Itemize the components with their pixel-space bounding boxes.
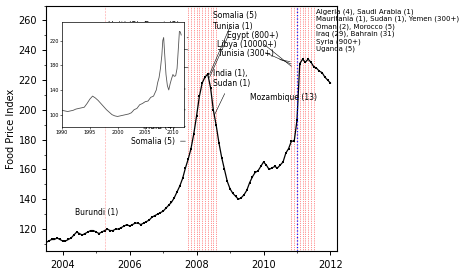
Y-axis label: Food Price Index: Food Price Index xyxy=(6,88,16,169)
Text: Iraq (29), Bahrain (31): Iraq (29), Bahrain (31) xyxy=(315,31,394,37)
Text: Syria (900+): Syria (900+) xyxy=(315,38,360,44)
Text: Tunisia (300+): Tunisia (300+) xyxy=(218,49,290,62)
Text: Somalia (5): Somalia (5) xyxy=(209,12,256,75)
Text: Libya (10000+): Libya (10000+) xyxy=(216,40,291,64)
Text: Mauritania (2): Mauritania (2) xyxy=(115,105,185,114)
Text: Burundi (1): Burundi (1) xyxy=(74,208,118,217)
Text: Mauritania (1), Sudan (1), Yemen (300+): Mauritania (1), Sudan (1), Yemen (300+) xyxy=(315,16,458,22)
Text: India (4): India (4) xyxy=(142,122,185,131)
Text: Egypt (800+): Egypt (800+) xyxy=(227,31,291,67)
Text: Somalia (5): Somalia (5) xyxy=(130,137,185,146)
Text: Cameroon (40)
Yemen (12): Cameroon (40) Yemen (12) xyxy=(112,52,188,72)
Text: Algeria (4), Saudi Arabia (1): Algeria (4), Saudi Arabia (1) xyxy=(315,8,413,15)
Text: Uganda (5): Uganda (5) xyxy=(315,46,354,52)
Text: Oman (2), Morocco (5): Oman (2), Morocco (5) xyxy=(315,23,394,30)
Text: India (1),
Sudan (1): India (1), Sudan (1) xyxy=(213,69,250,115)
Text: Haiti (5), Egypt (3),
Cote d'Ivoire (1): Haiti (5), Egypt (3), Cote d'Ivoire (1) xyxy=(107,21,188,41)
Text: Mozambique (6): Mozambique (6) xyxy=(106,84,185,94)
Text: Tunisia (1): Tunisia (1) xyxy=(209,22,252,78)
Text: Mozambique (13): Mozambique (13) xyxy=(250,94,316,102)
Text: Sudan (3): Sudan (3) xyxy=(135,41,188,50)
